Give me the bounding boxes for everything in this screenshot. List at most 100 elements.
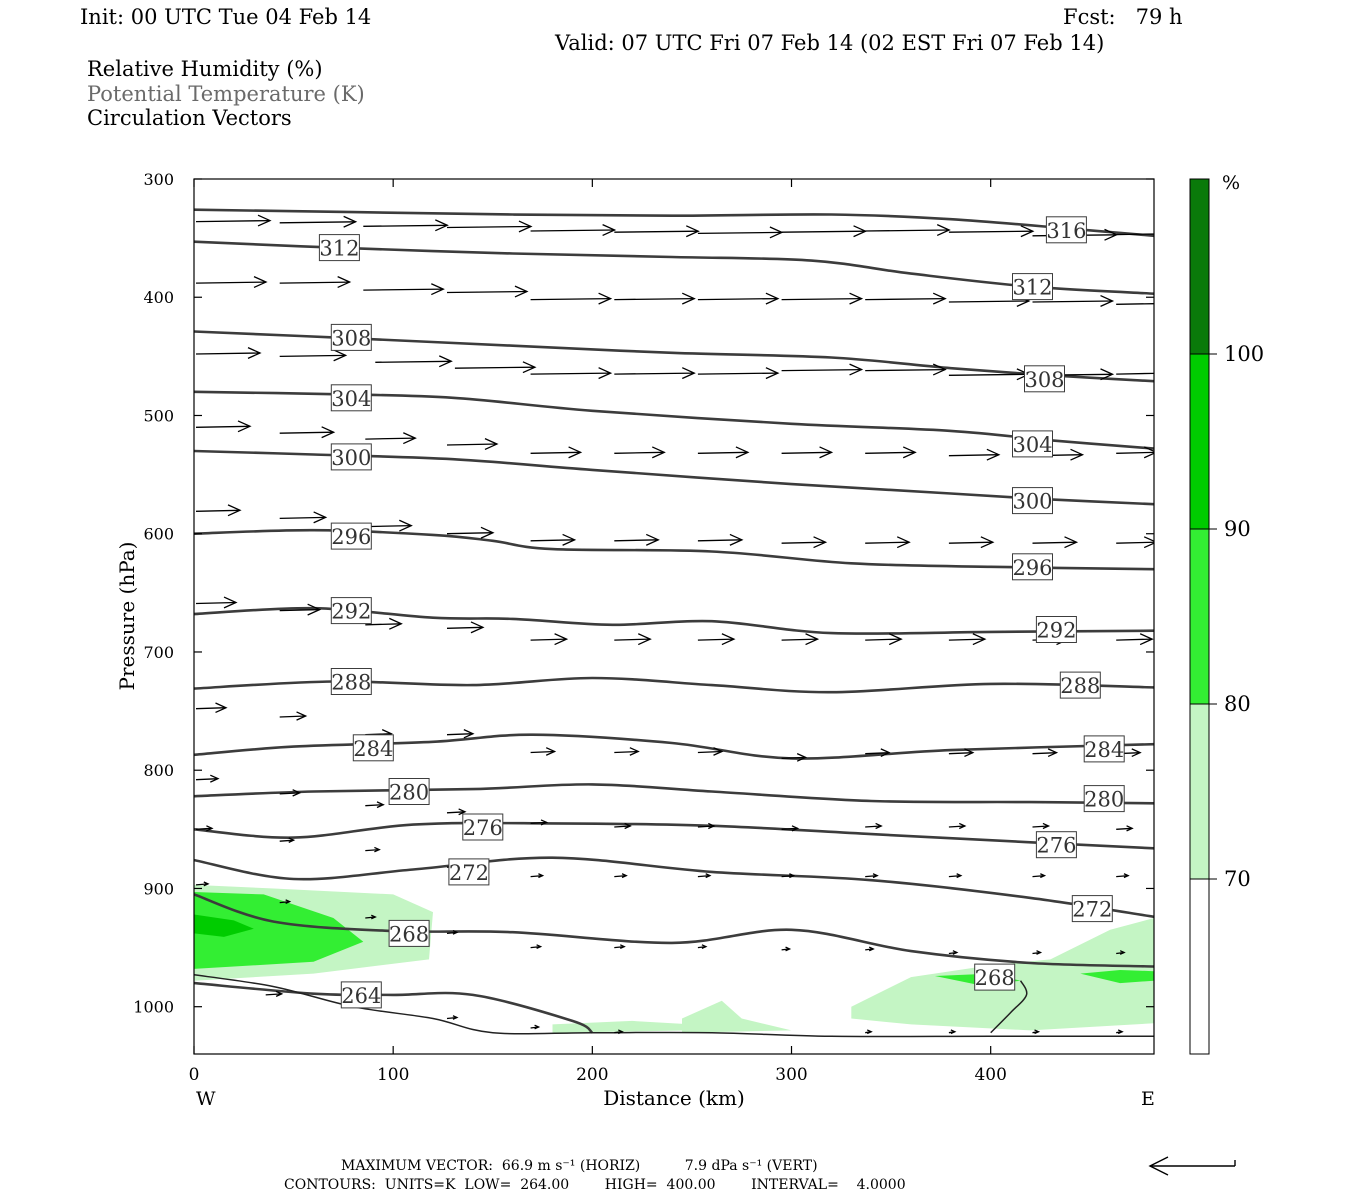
- x-end-label-east: E: [1141, 1088, 1155, 1110]
- contour-label-292: 292: [330, 597, 372, 625]
- vector-arrow: [375, 355, 453, 368]
- vector-arrow: [781, 753, 808, 762]
- svg-text:288: 288: [1060, 674, 1100, 698]
- theta-contour-316: [194, 208, 1154, 238]
- svg-text:316: 316: [1046, 219, 1086, 243]
- contour-label-296: 296: [330, 522, 372, 550]
- vector-arrow: [279, 511, 328, 524]
- y-tick-label: 600: [143, 525, 174, 544]
- circulation-vectors: [195, 214, 1154, 1035]
- vector-arrow: [948, 536, 995, 549]
- vector-arrow: [530, 367, 613, 380]
- vector-arrow: [1032, 950, 1043, 955]
- vector-arrow: [446, 621, 485, 634]
- vector-arrow: [1032, 748, 1059, 758]
- theta-contour-268: [194, 893, 1154, 968]
- vector-arrow: [697, 822, 716, 830]
- vector-arrow: [865, 536, 911, 549]
- vector-arrow: [948, 448, 1001, 461]
- vector-arrow: [948, 1029, 957, 1035]
- vector-arrow: [279, 426, 336, 439]
- vector-arrow: [614, 944, 626, 949]
- colorbar-segment: [1190, 354, 1209, 529]
- vector-arrow: [530, 873, 545, 879]
- svg-text:308: 308: [1024, 368, 1064, 392]
- svg-text:308: 308: [331, 326, 371, 350]
- vector-arrow: [530, 633, 569, 646]
- colorbar-tick-label: 100: [1224, 342, 1264, 366]
- theta-contour-272: [194, 856, 1154, 919]
- vector-arrow: [530, 533, 577, 546]
- y-tick-label: 500: [143, 406, 174, 425]
- contour-label-272: 272: [1071, 895, 1113, 923]
- vector-arrow: [865, 224, 951, 237]
- vector-arrow: [365, 801, 385, 809]
- vector-arrow: [195, 881, 210, 887]
- colorbar: 70 80 90 100%: [1189, 172, 1264, 1055]
- vector-arrow: [446, 729, 475, 739]
- vector-arrow: [446, 808, 467, 816]
- vector-arrow: [948, 873, 963, 879]
- colorbar-unit: %: [1222, 172, 1240, 194]
- vector-arrow: [614, 1029, 624, 1035]
- vector-arrow: [365, 432, 417, 445]
- x-axis-label: Distance (km): [603, 1086, 745, 1110]
- y-tick-label: 300: [143, 170, 174, 189]
- contour-label-300: 300: [330, 443, 372, 471]
- contour-label-284: 284: [1083, 735, 1125, 763]
- svg-text:272: 272: [449, 861, 489, 885]
- vector-arrow: [1032, 873, 1047, 879]
- contour-labels: 316 312 312 308 308 304 304 300 300 296 296 292 292 2…: [318, 216, 1125, 1009]
- svg-text:300: 300: [1012, 490, 1052, 514]
- vector-arrow: [1032, 822, 1051, 830]
- x-end-label-west: W: [196, 1088, 216, 1110]
- contour-label-268: 268: [388, 919, 430, 947]
- vector-arrow: [865, 292, 947, 305]
- vector-arrow: [363, 219, 449, 232]
- contour-label-268: 268: [974, 963, 1016, 991]
- vector-arrow: [1116, 873, 1130, 879]
- vector-arrow: [614, 446, 666, 459]
- vector-arrow: [365, 914, 377, 920]
- rh-region-70: [682, 1000, 792, 1033]
- svg-text:292: 292: [331, 600, 371, 624]
- svg-text:268: 268: [389, 922, 429, 946]
- vector-arrow: [1116, 825, 1134, 832]
- vector-arrow: [697, 873, 712, 879]
- vector-arrow: [865, 633, 903, 646]
- svg-text:272: 272: [1072, 898, 1112, 922]
- vector-arrow: [530, 224, 617, 237]
- rh-shading: [194, 884, 1154, 1033]
- vector-arrow: [697, 633, 736, 646]
- vector-arrow: [614, 292, 696, 305]
- vector-arrow: [195, 347, 262, 359]
- theta-contour-264: [194, 981, 594, 1034]
- y-tick-label: 1000: [133, 998, 174, 1017]
- vector-arrow: [195, 825, 214, 832]
- x-tick-label: 300: [775, 1065, 807, 1085]
- x-tick-label: 100: [377, 1065, 409, 1085]
- vector-arrow: [530, 446, 583, 459]
- svg-text:304: 304: [331, 387, 371, 411]
- x-tick-label: 200: [576, 1065, 608, 1085]
- vector-arrow: [697, 226, 784, 239]
- colorbar-frame: [1189, 178, 1210, 1055]
- contour-label-308: 308: [330, 323, 372, 351]
- y-tick-label: 800: [143, 761, 174, 780]
- vector-arrow: [781, 292, 864, 305]
- vector-arrow: [697, 446, 750, 459]
- vector-arrow: [865, 1029, 873, 1035]
- vector-arrow: [781, 873, 796, 879]
- contour-label-288: 288: [1059, 671, 1101, 699]
- contour-label-304: 304: [1012, 430, 1053, 458]
- vector-arrow: [279, 789, 302, 797]
- vector-arrow: [865, 363, 947, 376]
- vector-arrow: [279, 837, 296, 843]
- svg-text:268: 268: [975, 966, 1015, 990]
- colorbar-tick-label: 80: [1224, 692, 1251, 716]
- contour-label-276: 276: [1035, 831, 1077, 859]
- vector-arrow: [446, 929, 459, 935]
- contour-label-316: 316: [1045, 216, 1087, 244]
- y-tick-label: 900: [143, 879, 174, 898]
